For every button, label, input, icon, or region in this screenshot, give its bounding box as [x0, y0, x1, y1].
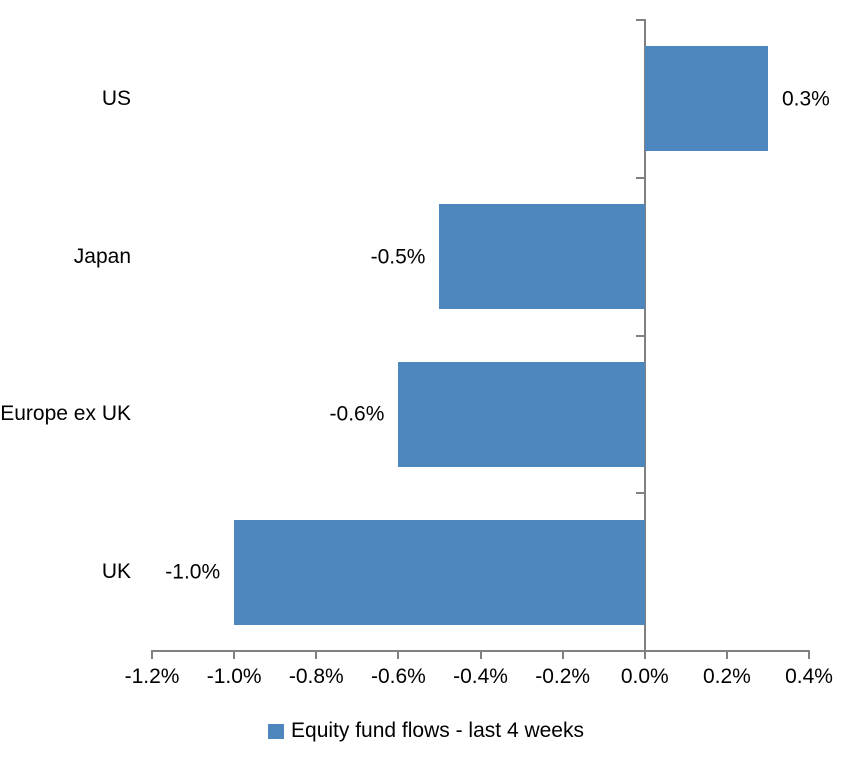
x-axis-tick — [397, 652, 400, 659]
x-axis-tick — [561, 652, 564, 659]
legend: Equity fund flows - last 4 weeks — [0, 716, 852, 746]
category-label: Japan — [73, 244, 131, 268]
x-axis-tick — [233, 652, 236, 659]
x-tick-label: -0.6% — [370, 665, 426, 688]
bar — [644, 46, 768, 152]
category-axis-tick — [635, 334, 646, 337]
x-tick-label: 0.4% — [785, 665, 833, 688]
x-tick-label: -0.4% — [453, 665, 508, 688]
x-tick-label: -1.0% — [206, 665, 262, 688]
x-axis-tick — [479, 652, 482, 659]
bar — [398, 361, 645, 467]
x-axis-line — [151, 650, 810, 652]
category-label: Europe ex UK — [0, 402, 131, 426]
x-axis-tick — [808, 652, 810, 659]
x-axis-tick — [151, 652, 153, 659]
bar-value-label: -0.6% — [329, 402, 385, 426]
category-label: UK — [101, 560, 131, 584]
x-axis-tick — [315, 652, 318, 659]
x-tick-label: 0.0% — [620, 665, 669, 688]
bar-value-label: -0.5% — [370, 245, 426, 269]
legend-label: Equity fund flows - last 4 weeks — [291, 719, 584, 742]
bar — [439, 204, 645, 310]
bar-value-label: 0.3% — [781, 87, 830, 111]
bar — [234, 519, 645, 625]
x-tick-label: -0.8% — [288, 665, 344, 688]
category-axis-tick — [635, 650, 646, 652]
legend-swatch — [268, 723, 285, 739]
category-axis-tick — [635, 492, 646, 495]
x-axis-tick — [643, 652, 646, 659]
category-axis-tick — [635, 176, 646, 179]
x-axis-tick — [725, 652, 728, 659]
x-tick-label: 0.2% — [702, 665, 751, 688]
category-label: US — [101, 86, 131, 110]
bar-value-label: -1.0% — [165, 560, 221, 584]
category-axis-tick — [635, 19, 646, 21]
x-tick-label: -0.2% — [535, 665, 591, 688]
x-tick-label: -1.2% — [124, 665, 180, 688]
